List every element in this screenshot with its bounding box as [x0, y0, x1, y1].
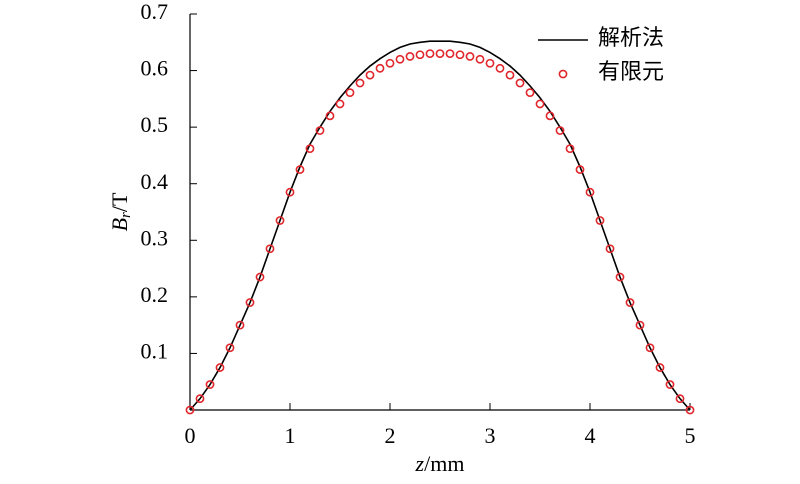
data-point: [255, 272, 265, 282]
legend-swatch: [558, 69, 568, 79]
x-axis-label: z/mm: [415, 451, 465, 476]
data-point: [675, 394, 685, 404]
y-tick-label: 0.5: [141, 112, 169, 137]
data-point: [625, 298, 635, 307]
data-point: [315, 126, 325, 135]
data-point: [405, 52, 415, 61]
data-point: [455, 50, 465, 60]
data-point: [215, 363, 225, 372]
y-tick-label: 0.3: [141, 225, 169, 250]
data-line: [189, 40, 691, 411]
y-tick-label: 0.4: [141, 169, 169, 194]
data-point: [185, 405, 195, 415]
data-point: [245, 298, 255, 307]
data-point: [205, 380, 215, 389]
data-point: [265, 244, 275, 254]
y-tick-label: 0.7: [141, 0, 169, 24]
x-tick-label: 5: [685, 423, 696, 448]
data-point: [375, 63, 385, 73]
x-tick-label: 0: [185, 423, 196, 448]
data-point: [335, 99, 345, 109]
data-point: [635, 320, 645, 330]
data-point: [615, 272, 625, 282]
legend-label: 有限元: [598, 59, 664, 84]
data-point: [435, 49, 445, 58]
x-tick-label: 1: [285, 423, 296, 448]
data-point: [295, 165, 305, 174]
data-point: [505, 70, 515, 80]
data-point: [495, 63, 505, 73]
data-point: [345, 88, 355, 98]
x-tick-label: 4: [585, 423, 596, 448]
data-point: [425, 49, 435, 58]
data-point: [285, 187, 295, 197]
y-tick-label: 0.1: [141, 338, 169, 363]
data-point: [565, 144, 575, 154]
data-point: [685, 405, 695, 415]
data-point: [645, 343, 655, 353]
data-point: [325, 111, 335, 121]
data-point: [605, 244, 615, 254]
data-point: [275, 216, 285, 225]
data-point: [525, 88, 535, 98]
data-point: [515, 78, 525, 88]
data-point: [225, 343, 235, 353]
data-point: [485, 58, 495, 68]
data-point: [665, 380, 675, 389]
data-point: [385, 58, 395, 68]
y-axis-label: Br/T: [107, 192, 134, 231]
data-point: [235, 320, 245, 330]
data-point: [195, 394, 205, 404]
data-point: [475, 54, 485, 64]
data-point: [655, 363, 665, 372]
data-point: [595, 216, 605, 225]
data-point: [535, 99, 545, 109]
data-point: [395, 54, 405, 64]
data-point: [585, 187, 595, 197]
y-tick-label: 0.2: [141, 282, 169, 307]
data-point: [465, 52, 475, 61]
data-point: [355, 78, 365, 88]
x-tick-label: 2: [385, 423, 396, 448]
data-point: [415, 50, 425, 60]
data-point: [555, 126, 565, 135]
data-point: [575, 165, 585, 174]
y-tick-label: 0.6: [141, 56, 169, 81]
data-point: [545, 111, 555, 121]
data-point: [305, 144, 315, 154]
data-point: [445, 49, 455, 58]
legend-label: 解析法: [598, 25, 664, 50]
data-point: [365, 70, 375, 80]
x-tick-label: 3: [485, 423, 496, 448]
